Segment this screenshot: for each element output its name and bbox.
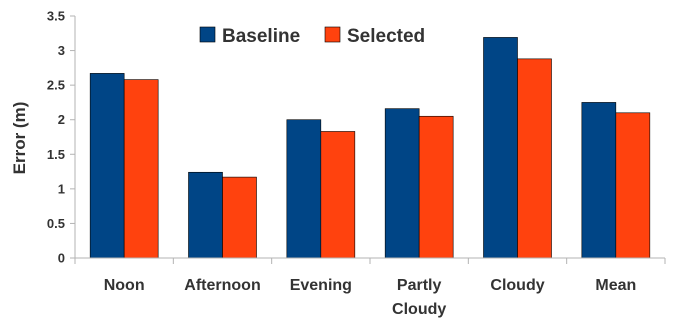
bar-selected-4 — [517, 58, 552, 259]
bar-selected-3 — [418, 115, 454, 259]
x-category-label: Cloudy — [490, 277, 544, 294]
bar-selected-2 — [320, 131, 356, 259]
y-tick-label: 1 — [58, 181, 65, 196]
bar-selected-5 — [615, 112, 651, 259]
y-tick-label: 0 — [58, 251, 65, 266]
y-axis-label: Error (m) — [10, 102, 29, 175]
x-category-label: Noon — [104, 277, 145, 294]
x-category-label: Evening — [290, 277, 352, 294]
bar-baseline-5 — [581, 102, 617, 259]
x-category-label: Mean — [595, 277, 636, 294]
bar-selected-0 — [123, 79, 159, 259]
legend-swatch-selected — [324, 26, 341, 43]
bar-baseline-4 — [483, 37, 518, 259]
y-tick-label: 1.5 — [47, 147, 65, 162]
legend-label-selected: Selected — [347, 26, 425, 47]
bars-group — [89, 37, 651, 259]
legend-swatch-baseline — [199, 26, 216, 43]
bar-selected-1 — [222, 176, 257, 259]
y-tick-label: 2 — [58, 112, 65, 127]
legend: Baseline Selected — [199, 26, 425, 47]
x-category-label: Partly Cloudy — [392, 277, 446, 318]
x-category-label: Afternoon — [184, 277, 260, 294]
y-ticks-group: 0 0.5 1 1.5 2 2.5 3 3.5 — [47, 9, 75, 266]
y-tick-label: 2.5 — [47, 78, 65, 93]
y-tick-label: 0.5 — [47, 216, 65, 231]
axes-group — [74, 16, 666, 264]
y-tick-label: 3.5 — [47, 9, 65, 24]
bar-baseline-1 — [188, 171, 223, 259]
y-tick-label: 3 — [58, 43, 65, 58]
bar-baseline-2 — [286, 119, 322, 259]
bar-baseline-3 — [384, 108, 420, 259]
bar-baseline-0 — [89, 73, 125, 259]
category-labels-group: Noon Afternoon Evening Partly Cloudy Cloudy Me… — [104, 277, 637, 318]
legend-label-baseline: Baseline — [222, 26, 300, 47]
